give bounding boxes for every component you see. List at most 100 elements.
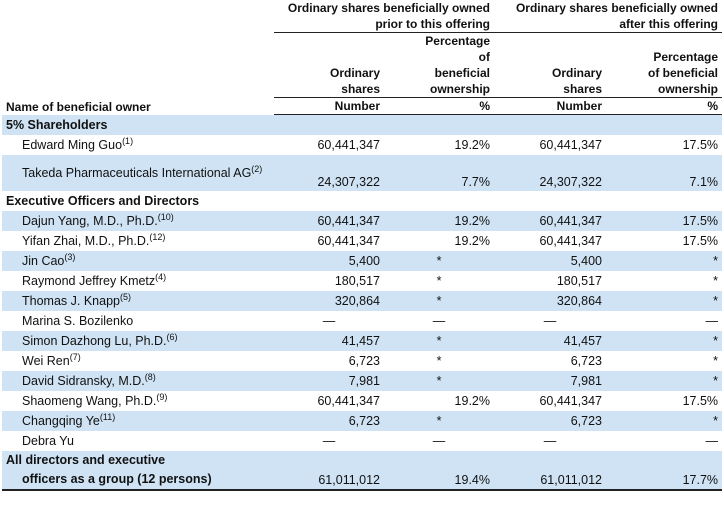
owner-name: Yifan Zhai, M.D., Ph.D. [22, 234, 150, 248]
owner-name-cell: Changqing Ye(11) [2, 411, 274, 431]
header-prior-percentage: Percentage of beneficial ownership [425, 34, 490, 96]
owner-name-cell: Yifan Zhai, M.D., Ph.D.(12) [2, 231, 274, 251]
prior-pct-cell: * [436, 354, 442, 368]
header-prior-shares: Ordinary shares [329, 66, 380, 96]
header-after-shares: Ordinary shares [551, 66, 602, 96]
table-row: Edward Ming Guo(1) 60,441,347 19.2% 60,441,… [2, 135, 722, 155]
footnote-ref: (7) [69, 351, 81, 362]
after-number-cell: 60,441,347 [539, 234, 602, 248]
after-number-cell: 180,517 [556, 274, 602, 288]
prior-pct-cell: * [384, 291, 494, 311]
after-pct-cell: * [713, 274, 719, 288]
prior-pct-cell: — [432, 434, 446, 448]
table-row: Dajun Yang, M.D., Ph.D.(10) 60,441,347 19.… [2, 211, 723, 231]
owner-name: Marina S. Bozilenko [22, 314, 134, 328]
prior-pct-cell: 19.2% [384, 211, 494, 231]
after-pct-cell: * [606, 411, 723, 431]
after-number-cell: — [543, 434, 557, 448]
prior-number-cell: 6,723 [348, 354, 380, 368]
section-heading: Executive Officers and Directors [6, 194, 200, 208]
prior-number-cell: 6,723 [274, 411, 384, 431]
prior-pct-cell: 19.2% [454, 234, 490, 248]
prior-pct-cell: — [432, 314, 446, 328]
owner-name: Changqing Ye [22, 414, 100, 428]
footnote-ref: (12) [149, 231, 166, 242]
after-number-cell: 6,723 [570, 354, 602, 368]
header-group-after: Ordinary shares beneficially owned after… [494, 0, 723, 33]
table-row: Takeda Pharmaceuticals International AG(… [2, 155, 723, 191]
table-row: Raymond Jeffrey Kmetz(4) 180,517 * 180,517 * [2, 271, 722, 291]
footnote-ref: (8) [144, 371, 156, 382]
after-number-cell: 60,441,347 [539, 394, 602, 408]
owner-name: Takeda Pharmaceuticals International AG [22, 165, 252, 180]
section-executive-officers: Executive Officers and Directors [2, 191, 722, 211]
after-pct-cell: 17.5% [682, 394, 719, 408]
table-row: Thomas J. Knapp(5) 320,864 * 320,864 * [2, 291, 723, 311]
prior-pct-cell: 7.7% [384, 155, 494, 191]
header-prior-number: Number [274, 97, 384, 115]
table-row: Jin Cao(3) 5,400 * 5,400 * [2, 251, 723, 271]
table-row: Changqing Ye(11) 6,723 * 6,723 * [2, 411, 723, 431]
owner-name-cell: David Sidransky, M.D.(8) [2, 371, 274, 391]
after-number-cell: 320,864 [494, 291, 606, 311]
after-number-cell: 5,400 [494, 251, 606, 271]
table-body: 5% Shareholders Edward Ming Guo(1) 60,441,… [2, 114, 723, 491]
owner-name: Thomas J. Knapp [22, 294, 120, 308]
prior-pct-cell: * [384, 371, 494, 391]
footnote-ref: (9) [156, 391, 168, 402]
owner-name-cell: Jin Cao(3) [2, 251, 274, 271]
prior-pct-cell: 19.2% [454, 138, 490, 152]
after-number-cell: 6,723 [494, 411, 606, 431]
header-prior-pct: % [384, 97, 494, 115]
total-prior-pct: 19.4% [384, 451, 494, 491]
footnote-ref: (1) [122, 135, 134, 146]
owner-name-cell: Shaomeng Wang, Ph.D.(9) [2, 391, 274, 411]
footnote-ref: (2) [251, 163, 263, 174]
prior-number-cell: 60,441,347 [317, 234, 380, 248]
owner-name-cell: Wei Ren(7) [2, 351, 274, 371]
owner-name: Debra Yu [22, 434, 74, 448]
footnote-ref: (11) [99, 411, 116, 422]
owner-name-cell: Takeda Pharmaceuticals International AG(… [2, 155, 274, 191]
total-label-line1: All directors and executive [6, 453, 166, 467]
after-pct-cell: 17.5% [682, 138, 719, 152]
owner-name: Edward Ming Guo [22, 138, 123, 152]
prior-number-cell: 60,441,347 [317, 394, 380, 408]
after-number-cell: 60,441,347 [539, 138, 602, 152]
prior-number-cell: 7,981 [274, 371, 384, 391]
after-number-cell: 41,457 [494, 331, 606, 351]
prior-number-cell: 180,517 [334, 274, 380, 288]
prior-number-cell: 320,864 [274, 291, 384, 311]
after-number-cell: 24,307,322 [494, 155, 606, 191]
total-row: All directors and executive officers as a… [2, 451, 723, 491]
table-row: Debra Yu — — — — [2, 431, 722, 451]
prior-number-cell: — [322, 314, 336, 328]
after-pct-cell: 17.5% [606, 211, 723, 231]
footnote-ref: (3) [64, 251, 76, 262]
footnote-ref: (10) [157, 211, 174, 222]
total-label-line2: officers as a group (12 persons) [22, 472, 212, 486]
beneficial-ownership-table: Ordinary shares beneficially owned prior… [2, 0, 723, 491]
after-number-cell: — [543, 314, 557, 328]
table-row: David Sidransky, M.D.(8) 7,981 * 7,981 * [2, 371, 723, 391]
total-prior-number: 61,011,012 [274, 451, 384, 491]
after-pct-cell: 7.1% [606, 155, 723, 191]
prior-number-cell: 60,441,347 [274, 211, 384, 231]
header-name-of-owner: Name of beneficial owner [6, 99, 151, 114]
after-number-cell: 7,981 [494, 371, 606, 391]
owner-name: Dajun Yang, M.D., Ph.D. [22, 214, 158, 228]
table-row: Yifan Zhai, M.D., Ph.D.(12) 60,441,347 19.… [2, 231, 722, 251]
owner-name: Simon Dazhong Lu, Ph.D. [22, 334, 167, 348]
footnote-ref: (4) [155, 271, 167, 282]
owner-name-cell: Dajun Yang, M.D., Ph.D.(10) [2, 211, 274, 231]
prior-pct-cell: * [436, 274, 442, 288]
prior-pct-cell: * [384, 251, 494, 271]
footnote-ref: (5) [119, 291, 131, 302]
after-pct-cell: * [606, 291, 723, 311]
prior-number-cell: 24,307,322 [274, 155, 384, 191]
prior-number-cell: — [322, 434, 336, 448]
header-after-number: Number [494, 97, 606, 115]
after-pct-cell: — [705, 314, 719, 328]
after-pct-cell: * [713, 354, 719, 368]
